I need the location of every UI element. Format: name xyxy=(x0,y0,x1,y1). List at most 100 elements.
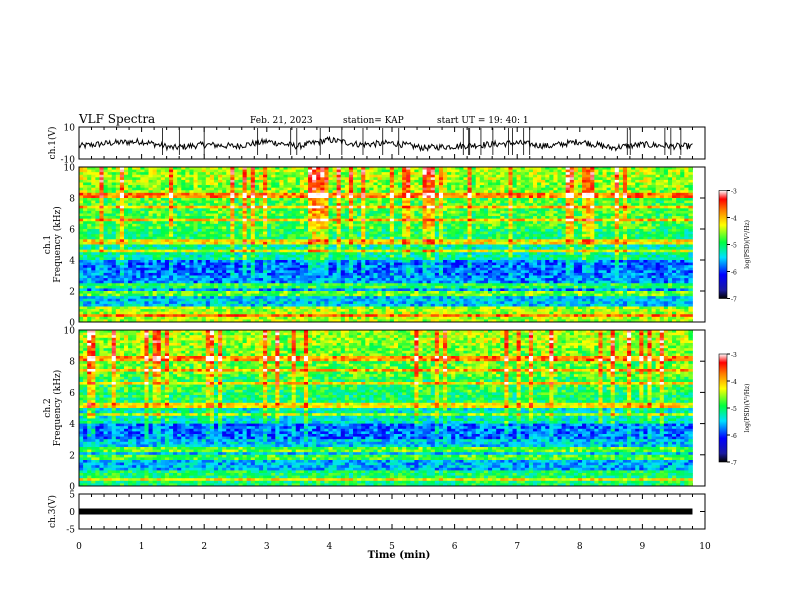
spectrogram-cell xyxy=(414,172,419,176)
spectrogram-cell xyxy=(173,241,178,245)
spectrogram-cell xyxy=(119,177,125,181)
spectrogram-cell xyxy=(631,198,636,201)
spectrogram-cell xyxy=(655,187,661,191)
spectrogram-cell xyxy=(209,210,215,214)
spectrogram-cell xyxy=(659,198,665,201)
spectrogram-cell xyxy=(639,177,644,181)
spectrogram-cell xyxy=(205,247,211,251)
spectrogram-cell xyxy=(434,216,440,220)
spectrogram-cell xyxy=(573,182,579,186)
spectrogram-cell xyxy=(283,205,288,209)
spectrogram-cell xyxy=(586,244,591,248)
spectrogram-cell xyxy=(209,234,215,238)
spectrogram-cell xyxy=(357,236,362,240)
spectrogram-cell xyxy=(508,187,513,191)
spectrogram-cell xyxy=(287,187,293,191)
spectrogram-cell xyxy=(504,177,509,181)
spectrogram-cell xyxy=(99,200,104,204)
spectrogram-cell xyxy=(606,182,612,186)
spectrogram-cell xyxy=(267,239,272,243)
spectrogram-cell xyxy=(541,239,546,243)
spectrogram-cell xyxy=(496,200,501,204)
spectrogram-cell xyxy=(299,174,305,178)
spectrogram-cell xyxy=(602,167,607,170)
spectrogram-cell xyxy=(348,182,354,186)
spectrogram-cell xyxy=(340,187,346,191)
spectrogram-cell xyxy=(242,239,248,243)
spectrogram-cell xyxy=(496,182,501,186)
spectrogram-cell xyxy=(238,236,243,240)
spectrogram-cell xyxy=(136,247,141,251)
spectrogram-cell xyxy=(688,187,693,191)
spectrogram-cell xyxy=(483,226,489,230)
spectrogram-cell xyxy=(115,234,121,238)
spectrogram-cell xyxy=(320,236,325,240)
spectrogram-cell xyxy=(582,185,587,189)
spectrogram-cell xyxy=(532,244,538,248)
spectrogram-cell xyxy=(680,185,685,189)
spectrogram-cell xyxy=(263,234,268,238)
spectrogram-cell xyxy=(115,172,121,176)
spectrogram-cell xyxy=(487,221,493,225)
spectrogram-cell xyxy=(242,244,248,248)
spectrogram-cell xyxy=(193,172,199,176)
spectrogram-cell xyxy=(447,195,452,199)
spectrogram-cell xyxy=(467,231,473,235)
spectrogram-cell xyxy=(508,200,513,204)
spectrogram-cell xyxy=(402,177,407,181)
spectrogram-cell xyxy=(357,221,362,225)
spectrogram-cell xyxy=(348,187,354,191)
spectrogram-cell xyxy=(242,247,248,251)
spectrogram-cell xyxy=(590,187,595,191)
spectrogram-cell xyxy=(181,247,186,251)
spectrogram-cell xyxy=(483,218,489,222)
spectrogram-cell xyxy=(471,172,477,176)
spectrogram-cell xyxy=(242,192,248,196)
spectrogram-cell xyxy=(156,241,162,245)
spectrogram-cell xyxy=(377,192,383,196)
spectrogram-cell xyxy=(635,229,640,232)
spectrogram-cell xyxy=(365,229,370,232)
spectrogram-cell xyxy=(218,174,223,178)
spectrogram-cell xyxy=(410,213,415,217)
spectrogram-cell xyxy=(532,216,538,220)
spectrogram-cell xyxy=(443,241,448,245)
spectrogram-cell xyxy=(377,216,383,220)
spectrogram-cell xyxy=(606,179,612,183)
spectrogram-cell xyxy=(218,190,223,194)
spectrogram-cell xyxy=(643,182,648,186)
spectrogram-cell xyxy=(663,208,669,212)
spectrogram-cell xyxy=(492,210,497,214)
spectrogram-cell xyxy=(320,203,325,207)
spectrogram-cell xyxy=(267,174,272,178)
spectrogram-cell xyxy=(418,167,423,170)
spectrogram-cell xyxy=(663,185,669,189)
spectrogram-cell xyxy=(152,185,158,189)
spectrogram-cell xyxy=(577,167,583,170)
spectrogram-cell xyxy=(414,185,419,189)
spectrogram-cell xyxy=(598,182,603,186)
spectrogram-cell xyxy=(627,223,632,227)
spectrogram-cell xyxy=(647,239,652,243)
spectrogram-cell xyxy=(524,179,530,183)
spectrogram-cell xyxy=(340,208,346,212)
spectrogram-cell xyxy=(582,169,587,173)
spectrogram-cell xyxy=(91,226,96,230)
spectrogram-cell xyxy=(132,167,137,170)
spectrogram-cell xyxy=(410,216,415,220)
spectrogram-cell xyxy=(672,221,677,225)
spectrogram-cell xyxy=(414,216,419,220)
spectrogram-cell xyxy=(561,174,567,178)
spectrogram-cell xyxy=(381,218,387,222)
spectrogram-cell xyxy=(402,167,407,170)
spectrogram-cell xyxy=(242,226,248,230)
spectrogram-cell xyxy=(582,241,587,245)
spectrogram-cell xyxy=(287,190,293,194)
spectrogram-cell xyxy=(430,174,436,178)
spectrogram-cell xyxy=(177,195,182,199)
spectrogram-cell xyxy=(643,187,648,191)
spectrogram-cell xyxy=(340,213,346,217)
spectrogram-cell xyxy=(680,241,685,245)
spectrogram-cell xyxy=(492,167,497,170)
spectrogram-cell xyxy=(569,185,575,189)
